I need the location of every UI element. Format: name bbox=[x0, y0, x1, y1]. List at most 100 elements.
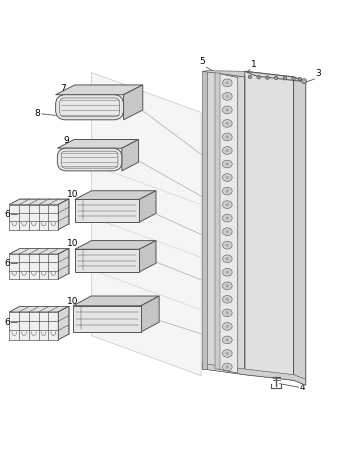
Circle shape bbox=[274, 76, 278, 80]
Polygon shape bbox=[91, 73, 201, 376]
Circle shape bbox=[225, 311, 229, 315]
Circle shape bbox=[225, 298, 229, 301]
Text: 10: 10 bbox=[66, 298, 78, 306]
Polygon shape bbox=[202, 364, 306, 385]
Polygon shape bbox=[206, 71, 245, 375]
Circle shape bbox=[225, 325, 229, 328]
Polygon shape bbox=[294, 77, 306, 385]
Circle shape bbox=[225, 189, 229, 193]
Polygon shape bbox=[75, 200, 139, 222]
Polygon shape bbox=[215, 73, 219, 369]
Ellipse shape bbox=[222, 350, 232, 357]
Circle shape bbox=[225, 108, 229, 112]
Polygon shape bbox=[245, 71, 306, 82]
Ellipse shape bbox=[222, 106, 232, 114]
Circle shape bbox=[225, 257, 229, 261]
Ellipse shape bbox=[222, 255, 232, 262]
Ellipse shape bbox=[222, 336, 232, 344]
Text: 8: 8 bbox=[35, 109, 41, 118]
Polygon shape bbox=[139, 241, 156, 272]
Ellipse shape bbox=[222, 120, 232, 127]
Ellipse shape bbox=[222, 92, 232, 100]
Polygon shape bbox=[139, 191, 156, 222]
Circle shape bbox=[266, 76, 269, 79]
Circle shape bbox=[225, 203, 229, 207]
Ellipse shape bbox=[222, 309, 232, 316]
Circle shape bbox=[225, 81, 229, 85]
Circle shape bbox=[225, 271, 229, 274]
Text: 4: 4 bbox=[300, 383, 306, 392]
Circle shape bbox=[302, 79, 307, 84]
Circle shape bbox=[225, 243, 229, 247]
Text: 9: 9 bbox=[63, 135, 69, 145]
Ellipse shape bbox=[222, 174, 232, 182]
Text: 1: 1 bbox=[251, 60, 257, 68]
Polygon shape bbox=[141, 296, 159, 332]
Polygon shape bbox=[75, 249, 139, 272]
Circle shape bbox=[225, 365, 229, 369]
Circle shape bbox=[257, 75, 260, 79]
Polygon shape bbox=[9, 249, 69, 254]
Ellipse shape bbox=[222, 282, 232, 290]
Ellipse shape bbox=[222, 228, 232, 236]
Polygon shape bbox=[58, 306, 69, 340]
Circle shape bbox=[225, 352, 229, 355]
Polygon shape bbox=[245, 71, 294, 380]
Circle shape bbox=[225, 284, 229, 287]
Polygon shape bbox=[9, 199, 69, 205]
FancyBboxPatch shape bbox=[57, 148, 122, 171]
Circle shape bbox=[225, 338, 229, 341]
Ellipse shape bbox=[222, 201, 232, 208]
Circle shape bbox=[225, 122, 229, 125]
Circle shape bbox=[225, 162, 229, 166]
Ellipse shape bbox=[222, 133, 232, 141]
Polygon shape bbox=[58, 249, 69, 279]
Circle shape bbox=[283, 77, 287, 80]
Text: 10: 10 bbox=[66, 190, 78, 199]
Polygon shape bbox=[202, 71, 207, 369]
Ellipse shape bbox=[222, 268, 232, 276]
Polygon shape bbox=[124, 85, 143, 120]
Polygon shape bbox=[57, 140, 139, 148]
Circle shape bbox=[225, 216, 229, 220]
Polygon shape bbox=[9, 312, 58, 340]
Polygon shape bbox=[75, 241, 156, 249]
Polygon shape bbox=[56, 85, 143, 95]
Text: 6: 6 bbox=[5, 318, 10, 327]
Circle shape bbox=[225, 135, 229, 139]
FancyBboxPatch shape bbox=[56, 95, 124, 120]
Text: 6: 6 bbox=[5, 210, 10, 219]
Ellipse shape bbox=[222, 241, 232, 249]
Text: 6: 6 bbox=[5, 259, 10, 267]
Ellipse shape bbox=[222, 296, 232, 303]
Polygon shape bbox=[9, 205, 58, 230]
Polygon shape bbox=[75, 191, 156, 200]
Text: 3: 3 bbox=[315, 69, 321, 78]
Polygon shape bbox=[122, 140, 139, 171]
Text: 5: 5 bbox=[199, 57, 205, 67]
Text: 7: 7 bbox=[60, 84, 65, 92]
Circle shape bbox=[225, 176, 229, 179]
Ellipse shape bbox=[222, 322, 232, 330]
Polygon shape bbox=[202, 71, 245, 77]
Ellipse shape bbox=[222, 187, 232, 195]
Polygon shape bbox=[58, 199, 69, 230]
Circle shape bbox=[225, 149, 229, 152]
Circle shape bbox=[225, 230, 229, 233]
Ellipse shape bbox=[222, 214, 232, 222]
Polygon shape bbox=[73, 306, 141, 332]
Ellipse shape bbox=[222, 363, 232, 371]
Circle shape bbox=[298, 77, 302, 81]
Ellipse shape bbox=[222, 160, 232, 168]
Ellipse shape bbox=[222, 79, 232, 87]
Circle shape bbox=[292, 77, 295, 80]
Circle shape bbox=[225, 95, 229, 98]
Polygon shape bbox=[9, 254, 58, 279]
Circle shape bbox=[248, 75, 252, 79]
Text: 2: 2 bbox=[300, 377, 306, 386]
Ellipse shape bbox=[222, 146, 232, 154]
Polygon shape bbox=[73, 296, 159, 306]
Polygon shape bbox=[9, 306, 69, 312]
Polygon shape bbox=[219, 73, 238, 373]
Text: 10: 10 bbox=[66, 239, 78, 248]
